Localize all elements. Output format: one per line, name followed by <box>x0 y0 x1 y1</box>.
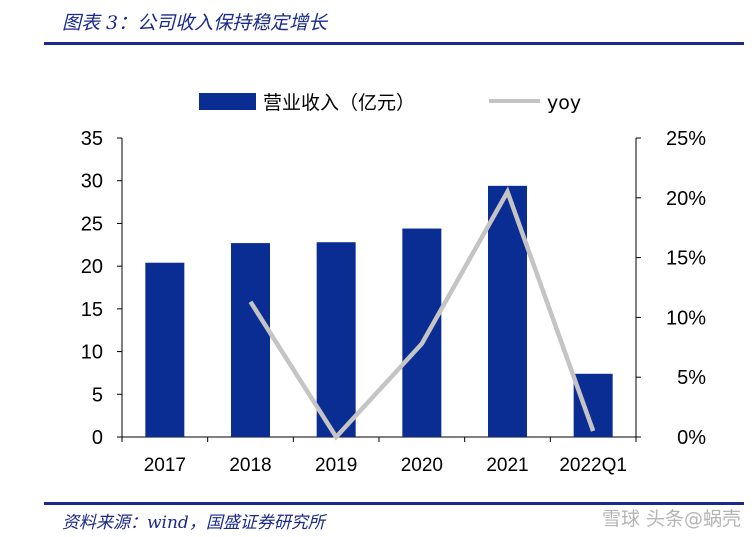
y-left-tick-label: 30 <box>81 171 103 193</box>
source-note: 资料来源：wind，国盛证券研究所 <box>62 513 325 533</box>
x-tick-label: 2021 <box>486 455 528 476</box>
watermark: 雪球 头条@蜗壳 <box>601 508 741 530</box>
y-right-tick-label: 15% <box>666 248 706 270</box>
bar-revenue <box>316 242 356 437</box>
bar-revenue <box>145 262 185 437</box>
x-tick-label: 2022Q1 <box>559 455 627 476</box>
y-left-tick-label: 5 <box>92 384 103 406</box>
y-left-tick-label: 35 <box>81 128 103 150</box>
y-left-tick-label: 25 <box>81 213 103 235</box>
legend-label-revenue: 营业收入（亿元） <box>263 92 415 114</box>
y-right-tick-label: 10% <box>666 307 706 329</box>
bar-revenue <box>402 228 442 437</box>
x-tick-label: 2017 <box>144 455 186 476</box>
chart-legend: 营业收入（亿元） yoy <box>199 92 581 114</box>
y-left-tick-label: 20 <box>81 256 103 278</box>
y-right-tick-label: 5% <box>677 367 706 389</box>
y-right-tick-label: 20% <box>666 188 706 210</box>
y-left-tick-label: 15 <box>81 299 103 321</box>
x-tick-label: 2019 <box>315 455 357 476</box>
y-right-tick-label: 0% <box>677 427 706 449</box>
y-left-tick-label: 10 <box>81 342 103 364</box>
figure-title: 图表 3：公司收入保持稳定增长 <box>62 12 328 34</box>
x-tick-label: 2018 <box>229 455 271 476</box>
bar-revenue <box>231 243 270 437</box>
footer-rule <box>44 502 744 505</box>
x-tick-label: 2020 <box>401 455 443 476</box>
header-rule <box>44 42 744 45</box>
legend-swatch-revenue <box>199 93 256 110</box>
legend-label-yoy: yoy <box>547 92 581 114</box>
y-left-tick-label: 0 <box>92 427 103 449</box>
y-right-tick-label: 25% <box>666 128 706 150</box>
